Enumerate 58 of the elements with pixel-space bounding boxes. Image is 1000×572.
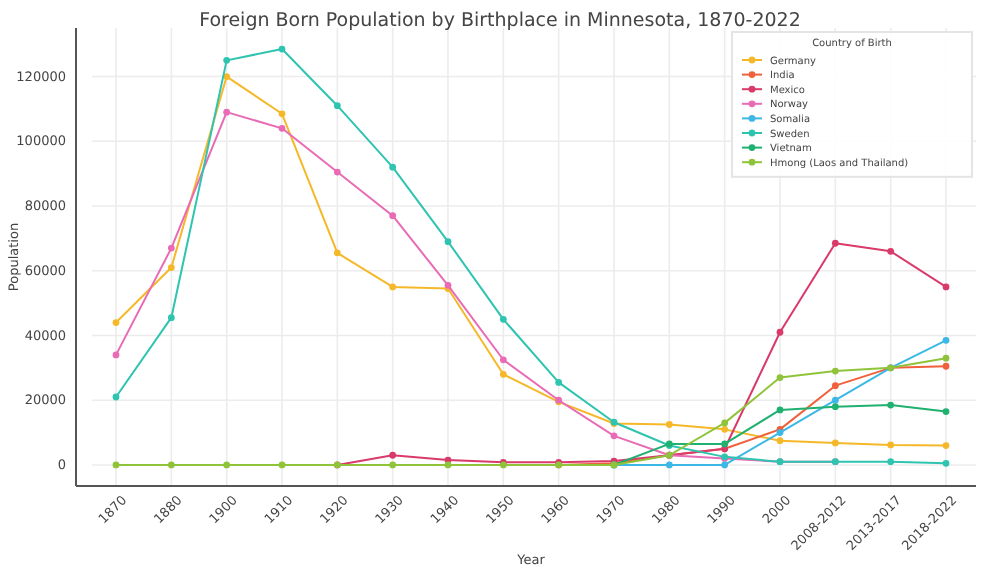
point	[167, 314, 175, 322]
point	[278, 110, 286, 118]
point	[555, 379, 563, 386]
point	[665, 421, 673, 428]
point	[721, 440, 729, 448]
point	[499, 356, 507, 364]
point	[776, 406, 784, 414]
point	[776, 328, 784, 336]
point	[831, 367, 839, 375]
point	[223, 56, 231, 64]
chart-title: Foreign Born Population by Birthplace in Minnesota, 1870-2022	[199, 10, 801, 32]
point	[776, 374, 784, 381]
point	[942, 336, 950, 344]
point	[112, 461, 120, 469]
point	[444, 461, 452, 469]
point	[444, 238, 452, 245]
point	[333, 249, 341, 257]
point	[223, 461, 231, 469]
point	[333, 168, 341, 176]
point	[942, 283, 950, 291]
point	[721, 461, 729, 469]
point	[389, 163, 397, 171]
point	[223, 108, 231, 116]
point	[887, 441, 895, 449]
point	[831, 396, 839, 404]
point	[776, 437, 784, 445]
point	[665, 461, 673, 469]
point	[112, 393, 120, 401]
point	[831, 439, 839, 447]
point	[831, 382, 839, 390]
point	[112, 319, 120, 326]
point	[389, 461, 397, 469]
point	[389, 451, 397, 459]
point	[389, 212, 397, 220]
point	[278, 45, 286, 53]
point	[942, 408, 950, 415]
point	[721, 419, 729, 427]
point	[499, 315, 507, 323]
point	[887, 458, 895, 466]
point	[112, 351, 120, 359]
point	[721, 425, 729, 433]
point	[333, 102, 341, 110]
point	[499, 370, 507, 378]
point	[389, 283, 397, 291]
point	[610, 432, 618, 440]
point	[167, 461, 175, 469]
point	[887, 401, 895, 409]
point	[167, 264, 175, 271]
point	[942, 442, 950, 449]
point	[831, 403, 839, 411]
point	[278, 461, 286, 469]
point	[942, 354, 950, 362]
point	[831, 239, 839, 247]
point	[278, 124, 286, 132]
point	[887, 247, 895, 255]
point	[167, 244, 175, 252]
point	[942, 459, 950, 467]
point	[942, 362, 950, 370]
